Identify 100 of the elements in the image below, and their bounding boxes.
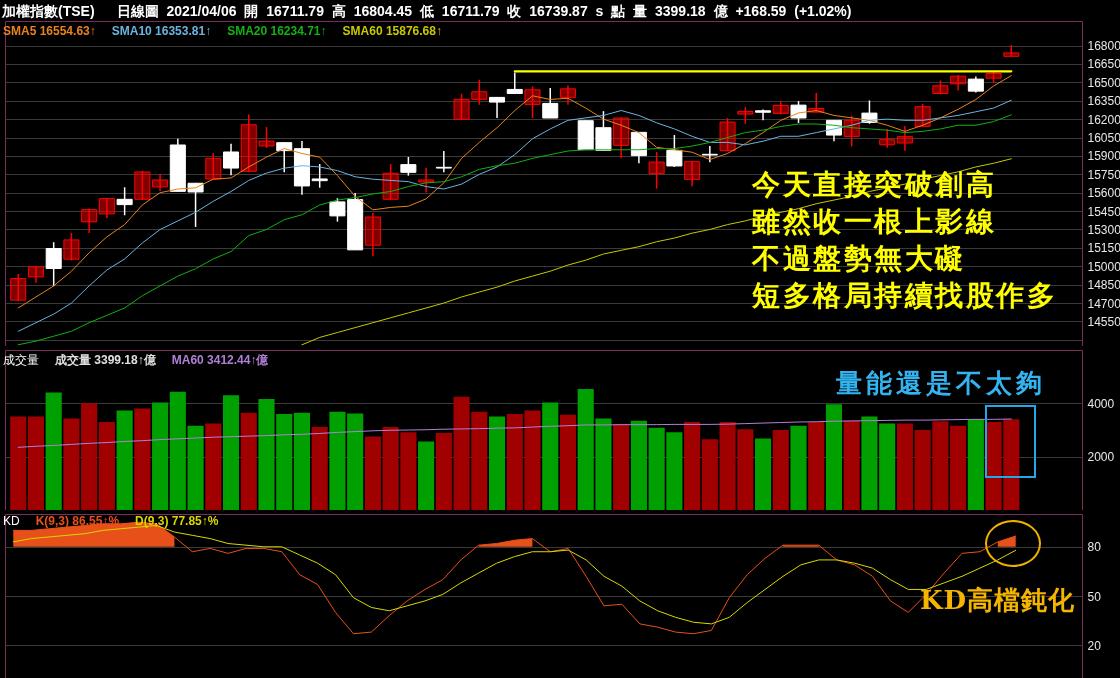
chart-title: KD	[3, 514, 20, 528]
bar	[790, 425, 807, 510]
bar	[559, 414, 577, 510]
text: SMA20 16234.71↑	[227, 24, 327, 38]
candlestick	[613, 116, 630, 160]
candlestick	[471, 79, 488, 106]
text: SMA5 16554.63↑	[3, 24, 96, 38]
candlestick	[701, 145, 718, 164]
y-tick-label: 14850	[1087, 278, 1120, 293]
y-tick-label: 16650	[1087, 57, 1120, 72]
bar	[240, 412, 257, 510]
chart-subtitle: 日線圖 2021/04/06 開 16711.79 高 16804.45 低 16711.79 收 16739.87 s 點 量 3399.18 億 +168.59 (+1.02%)	[116, 3, 852, 19]
candlestick	[648, 151, 665, 190]
candlestick	[258, 126, 275, 149]
bar	[134, 408, 151, 510]
candlestick	[542, 87, 559, 119]
y-tick-label: 15750	[1087, 167, 1120, 182]
bar	[542, 402, 559, 510]
candlestick	[684, 160, 701, 188]
y-tick-label: 16350	[1087, 94, 1120, 109]
candlestick	[418, 166, 435, 194]
bar	[187, 425, 204, 510]
bar	[98, 422, 115, 510]
candlestick	[382, 163, 399, 201]
annotation: 今天直接突破創高	[752, 166, 996, 203]
bar	[754, 438, 772, 510]
bar	[222, 395, 240, 510]
candlestick	[205, 152, 222, 180]
candlestick	[719, 117, 736, 152]
candlestick	[45, 241, 62, 287]
y-tick-label: 2000	[1087, 450, 1115, 465]
y-tick-label: 16500	[1087, 75, 1120, 90]
candlestick	[896, 125, 913, 152]
bar	[435, 432, 452, 510]
y-tick-label: 15300	[1087, 222, 1120, 237]
bar	[45, 392, 62, 510]
bar	[967, 419, 984, 510]
bar	[418, 441, 435, 510]
bar	[825, 404, 843, 510]
text: SMA10 16353.81↑	[111, 24, 212, 38]
candlestick	[435, 150, 452, 174]
candlestick	[116, 186, 133, 217]
candlestick	[489, 96, 506, 119]
bar	[27, 416, 45, 510]
candlestick	[914, 103, 931, 128]
bar	[896, 423, 913, 510]
y-tick-label: 15600	[1087, 186, 1120, 201]
bar	[843, 420, 860, 510]
candlestick	[223, 143, 240, 177]
bar	[772, 430, 789, 510]
bar	[347, 413, 364, 510]
annotation: KD高檔鈍化	[920, 584, 1076, 617]
y-tick-label: 4000	[1087, 396, 1115, 411]
y-tick-label: 15150	[1087, 241, 1120, 256]
y-tick-label: 16200	[1087, 112, 1120, 127]
bar	[81, 403, 98, 510]
bar	[169, 391, 186, 510]
candlestick	[134, 170, 151, 201]
annotation: 雖然收一根上影線	[752, 203, 996, 240]
candlestick	[400, 156, 417, 177]
y-tick-label: 50	[1087, 589, 1102, 604]
candlestick	[950, 74, 967, 92]
candlestick	[311, 163, 328, 189]
text: MA60 3412.44↑億	[171, 353, 269, 367]
candlestick	[559, 84, 576, 106]
bar	[684, 422, 701, 510]
annotation: 量能還是不太夠	[836, 367, 1046, 400]
candlestick	[63, 232, 80, 262]
candlestick	[453, 92, 470, 121]
candlestick	[240, 113, 257, 173]
y-tick-label: 15450	[1087, 204, 1120, 219]
bar	[152, 402, 169, 510]
bar	[329, 411, 346, 510]
text: SMA60 15876.68↑	[342, 24, 442, 38]
y-tick-label: 80	[1087, 540, 1102, 555]
bar	[205, 423, 222, 510]
candlestick	[364, 212, 381, 257]
candlestick	[81, 207, 98, 234]
annotation: 不過盤勢無大礙	[752, 240, 966, 277]
candlestick	[666, 134, 683, 168]
y-tick-label: 15900	[1087, 149, 1120, 164]
candlestick	[879, 128, 896, 149]
candlestick	[27, 265, 44, 284]
y-tick-label: 16050	[1087, 131, 1120, 146]
annotation: 短多格局持續找股作多	[752, 277, 1057, 314]
bar	[10, 416, 27, 510]
bar	[808, 422, 825, 510]
candlestick	[98, 197, 115, 219]
line-series	[17, 418, 1012, 448]
bar	[311, 427, 328, 510]
candlestick	[506, 71, 523, 95]
y-tick-label: 14700	[1087, 296, 1120, 311]
bar	[950, 425, 967, 510]
bar	[613, 424, 630, 510]
chart-title: 加權指數(TSE)	[2, 3, 95, 19]
chart-title: 成交量	[3, 353, 39, 367]
y-tick-label: 15000	[1087, 259, 1120, 274]
candlestick	[524, 85, 541, 119]
bar	[488, 416, 506, 510]
bar	[116, 410, 133, 510]
